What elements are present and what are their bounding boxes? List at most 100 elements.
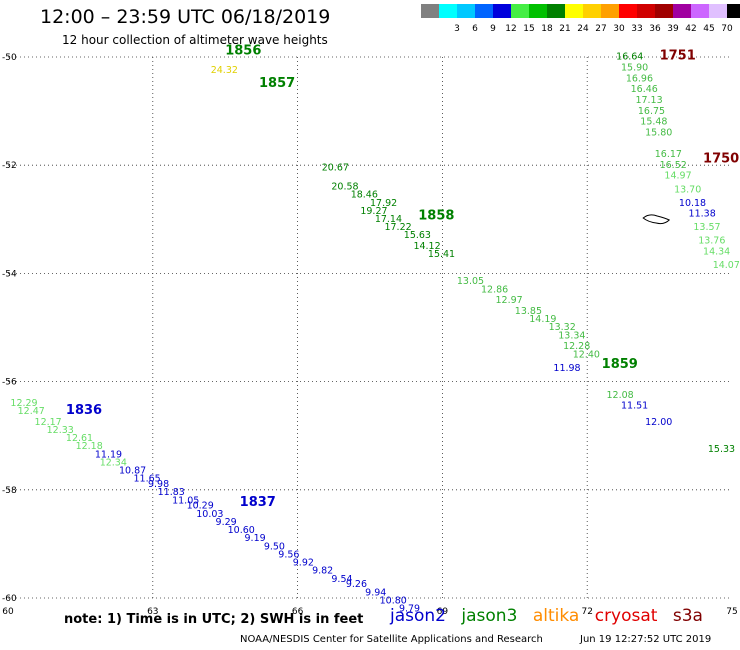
legend-label: 27	[595, 24, 607, 34]
wave-height-value: 13.32	[549, 322, 576, 333]
wave-height-value: 24.32	[211, 65, 238, 76]
wave-height-value: 9.54	[331, 574, 352, 585]
lon-tick-label: 60	[2, 607, 14, 617]
lat-tick-label: -50	[2, 53, 17, 63]
wave-height-value: 12.47	[18, 406, 45, 417]
wave-height-value: 19.27	[360, 206, 387, 217]
wave-height-value: 13.70	[674, 184, 701, 195]
wave-height-value: 9.26	[346, 579, 367, 590]
legend-swatch	[565, 4, 583, 18]
legend-swatch	[475, 4, 493, 18]
wave-height-value: 9.50	[264, 541, 285, 552]
wave-height-value: 13.05	[457, 276, 484, 287]
legend-label: 3	[454, 24, 460, 34]
wave-height-value: 10.29	[187, 501, 214, 512]
pass-number-label: 1856	[225, 43, 261, 58]
satellite-altika: altika	[532, 606, 580, 626]
pass-number-label: 1857	[259, 76, 295, 91]
legend-label: 15	[523, 24, 535, 34]
wave-height-value: 9.56	[278, 549, 299, 560]
wave-height-value: 15.80	[645, 127, 672, 138]
wave-height-value: 11.19	[95, 449, 122, 460]
wave-height-value: 10.03	[196, 509, 223, 520]
wave-height-value: 12.33	[47, 425, 74, 436]
wave-height-value: 15.63	[404, 230, 431, 241]
island-outline	[642, 214, 671, 225]
wave-height-value: 13.57	[693, 222, 720, 233]
legend-label: 70	[721, 24, 733, 34]
legend-swatch	[511, 4, 529, 18]
legend-swatch	[493, 4, 511, 18]
wave-height-value: 9.98	[148, 479, 169, 490]
wave-height-value: 13.76	[698, 236, 725, 247]
wave-height-value: 16.64	[616, 52, 643, 63]
legend-label: 39	[667, 24, 679, 34]
credit-line: NOAA/NESDIS Center for Satellite Applica…	[240, 634, 543, 645]
legend-label: 42	[685, 24, 697, 34]
wave-height-value: 17.14	[375, 214, 402, 225]
lat-tick-label: -60	[2, 594, 17, 604]
wave-height-value: 9.29	[216, 517, 237, 528]
wave-height-value: 12.34	[100, 457, 127, 468]
footer-note: note: 1) Time is in UTC; 2) SWH is in fe…	[64, 612, 364, 627]
wave-height-value: 17.92	[370, 198, 397, 209]
wave-height-value: 10.87	[119, 466, 146, 477]
legend-swatch	[601, 4, 619, 18]
wave-height-value: 11.51	[621, 401, 648, 412]
wave-height-value: 9.92	[293, 558, 314, 569]
wave-height-value: 12.18	[76, 441, 103, 452]
legend-swatch	[583, 4, 601, 18]
wave-height-value: 15.33	[708, 444, 735, 455]
wave-height-value: 17.22	[384, 222, 411, 233]
wave-height-value: 13.85	[515, 306, 542, 317]
wave-height-value: 13.34	[558, 330, 585, 341]
legend-label: 18	[541, 24, 553, 34]
satellite-s3a: s3a	[672, 606, 703, 626]
legend-swatch	[691, 4, 709, 18]
wave-height-value: 9.82	[312, 566, 333, 577]
wave-height-value: 14.97	[664, 171, 691, 182]
legend-label: 30	[613, 24, 625, 34]
wave-height-value: 11.38	[689, 209, 716, 220]
wave-height-value: 12.28	[563, 341, 590, 352]
legend-label: 6	[472, 24, 478, 34]
lon-tick-label: 69	[437, 607, 449, 617]
wave-height-value: 11.98	[553, 363, 580, 374]
pass-number-label: 1836	[66, 403, 102, 418]
wave-height-value: 9.94	[365, 587, 386, 598]
wave-height-value: 16.96	[626, 73, 653, 84]
wave-height-value: 14.12	[413, 241, 440, 252]
wave-height-value: 14.07	[713, 260, 740, 271]
pass-number-label: 1750	[703, 151, 739, 166]
lon-tick-label: 63	[147, 607, 158, 617]
legend-swatch	[709, 4, 727, 18]
satellite-jason3: jason3	[461, 606, 518, 626]
wave-height-value: 12.29	[10, 398, 37, 409]
pass-number-label: 1751	[660, 49, 696, 64]
legend-swatch	[619, 4, 637, 18]
wave-height-value: 12.08	[607, 390, 634, 401]
lat-tick-label: -52	[2, 161, 17, 171]
wave-height-value: 12.00	[645, 417, 672, 428]
legend-swatch	[421, 4, 439, 18]
wave-height-value: 15.90	[621, 63, 648, 74]
wave-height-value: 14.19	[529, 314, 556, 325]
figure-subtitle: 12 hour collection of altimeter wave hei…	[62, 33, 328, 47]
wave-height-value: 9.19	[245, 533, 266, 544]
lat-tick-label: -58	[2, 486, 17, 496]
legend-swatch	[529, 4, 547, 18]
legend-swatch	[439, 4, 457, 18]
legend-swatch	[637, 4, 655, 18]
legend-label: 24	[577, 24, 589, 34]
wave-height-value: 16.52	[660, 160, 687, 171]
legend-swatch	[655, 4, 673, 18]
wave-height-value: 16.75	[638, 106, 665, 117]
legend-swatch	[673, 4, 691, 18]
lat-tick-label: -54	[2, 269, 17, 279]
lat-tick-label: -56	[2, 378, 17, 388]
satellite-cryosat: cryosat	[594, 606, 658, 626]
wave-height-value: 10.18	[679, 198, 706, 209]
wave-height-value: 15.41	[428, 249, 455, 260]
